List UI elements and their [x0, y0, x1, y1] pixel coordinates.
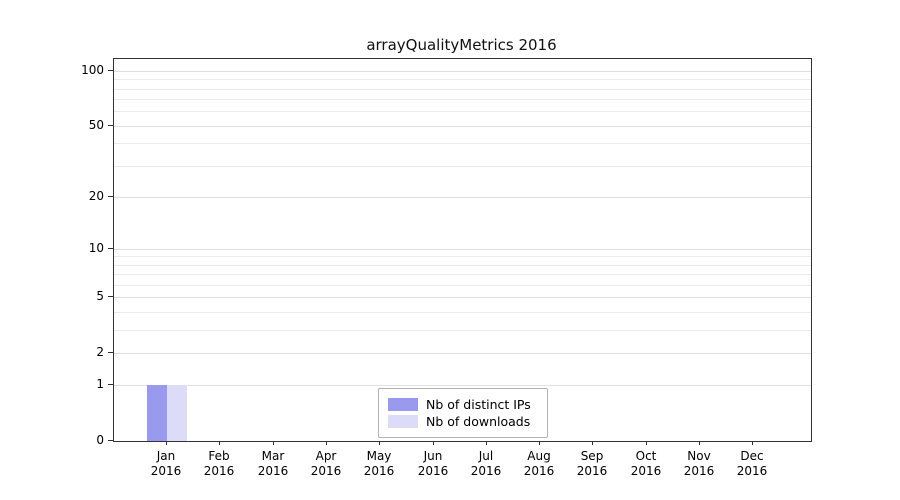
- gridline: [114, 385, 811, 386]
- x-tick-mark: [219, 441, 220, 445]
- plot-area: [113, 58, 812, 442]
- legend-item-distinct-ips: Nb of distinct IPs: [388, 397, 538, 412]
- x-tick-label: Sep 2016: [566, 449, 618, 479]
- x-tick-label: Feb 2016: [193, 449, 245, 479]
- gridline: [114, 297, 811, 298]
- gridline: [114, 312, 811, 313]
- x-tick-mark: [273, 441, 274, 445]
- gridline: [114, 89, 811, 90]
- y-tick-mark: [108, 440, 113, 441]
- y-tick-mark: [108, 70, 113, 71]
- y-tick-label: 1: [96, 377, 104, 391]
- gridline: [114, 274, 811, 275]
- gridline: [114, 111, 811, 112]
- gridline: [114, 79, 811, 80]
- y-tick-mark: [108, 196, 113, 197]
- x-tick-year: 2016: [150, 464, 182, 478]
- x-tick-year: 2016: [310, 464, 342, 478]
- x-tick-mark: [326, 441, 327, 445]
- x-tick-month: Jun: [423, 449, 443, 463]
- y-tick-label: 10: [88, 241, 104, 255]
- x-tick-month: Jan: [156, 449, 176, 463]
- x-tick-label: Apr 2016: [300, 449, 352, 479]
- x-tick-month: Aug: [527, 449, 551, 463]
- x-tick-month: Feb: [208, 449, 230, 463]
- x-tick-month: Sep: [580, 449, 604, 463]
- x-tick-month: May: [366, 449, 392, 463]
- x-tick-mark: [699, 441, 700, 445]
- y-tick-label: 50: [88, 118, 104, 132]
- x-tick-month: Jul: [478, 449, 494, 463]
- y-tick-label: 0: [96, 433, 104, 447]
- x-tick-month: Apr: [315, 449, 337, 463]
- x-tick-year: 2016: [363, 464, 395, 478]
- y-tick-mark: [108, 352, 113, 353]
- legend-label-distinct-ips: Nb of distinct IPs: [426, 397, 531, 412]
- y-tick-mark: [108, 296, 113, 297]
- legend-item-downloads: Nb of downloads: [388, 414, 538, 429]
- x-tick-mark: [592, 441, 593, 445]
- x-tick-label: May 2016: [353, 449, 405, 479]
- x-tick-month: Dec: [740, 449, 764, 463]
- gridline: [114, 197, 811, 198]
- x-tick-label: Dec 2016: [726, 449, 778, 479]
- gridline: [114, 143, 811, 144]
- legend: Nb of distinct IPs Nb of downloads: [378, 388, 548, 438]
- gridline: [114, 285, 811, 286]
- x-tick-year: 2016: [736, 464, 768, 478]
- y-tick-label: 2: [96, 345, 104, 359]
- legend-swatch-downloads: [388, 415, 418, 428]
- gridline: [114, 265, 811, 266]
- gridline: [114, 166, 811, 167]
- x-tick-label: Jun 2016: [407, 449, 459, 479]
- x-tick-mark: [486, 441, 487, 445]
- gridline: [114, 71, 811, 72]
- bar-jan-distinct-ips: [147, 385, 167, 441]
- y-tick-mark: [108, 384, 113, 385]
- x-tick-mark: [379, 441, 380, 445]
- x-tick-year: 2016: [630, 464, 662, 478]
- x-tick-label: Oct 2016: [620, 449, 672, 479]
- y-tick-mark: [108, 125, 113, 126]
- x-tick-month: Mar: [261, 449, 285, 463]
- x-tick-mark: [752, 441, 753, 445]
- gridline: [114, 126, 811, 127]
- x-tick-label: Jan 2016: [140, 449, 192, 479]
- x-tick-month: Nov: [687, 449, 711, 463]
- x-tick-mark: [539, 441, 540, 445]
- chart-title: arrayQualityMetrics 2016: [366, 36, 557, 54]
- legend-label-downloads: Nb of downloads: [426, 414, 531, 429]
- x-tick-mark: [433, 441, 434, 445]
- x-tick-label: Mar 2016: [247, 449, 299, 479]
- x-tick-label: Aug 2016: [513, 449, 565, 479]
- legend-swatch-distinct-ips: [388, 398, 418, 411]
- x-tick-month: Oct: [635, 449, 657, 463]
- y-tick-label: 5: [96, 289, 104, 303]
- y-tick-label: 100: [81, 63, 104, 77]
- x-tick-label: Jul 2016: [460, 449, 512, 479]
- x-tick-label: Nov 2016: [673, 449, 725, 479]
- y-tick-label: 20: [88, 189, 104, 203]
- x-tick-year: 2016: [683, 464, 715, 478]
- x-tick-year: 2016: [470, 464, 502, 478]
- gridline: [114, 249, 811, 250]
- y-tick-mark: [108, 248, 113, 249]
- gridline: [114, 330, 811, 331]
- x-tick-mark: [646, 441, 647, 445]
- x-tick-mark: [166, 441, 167, 445]
- x-tick-year: 2016: [576, 464, 608, 478]
- x-tick-year: 2016: [523, 464, 555, 478]
- x-tick-year: 2016: [203, 464, 235, 478]
- bar-jan-downloads: [167, 385, 187, 441]
- gridline: [114, 99, 811, 100]
- x-tick-year: 2016: [417, 464, 449, 478]
- x-tick-year: 2016: [257, 464, 289, 478]
- gridline: [114, 353, 811, 354]
- gridline: [114, 256, 811, 257]
